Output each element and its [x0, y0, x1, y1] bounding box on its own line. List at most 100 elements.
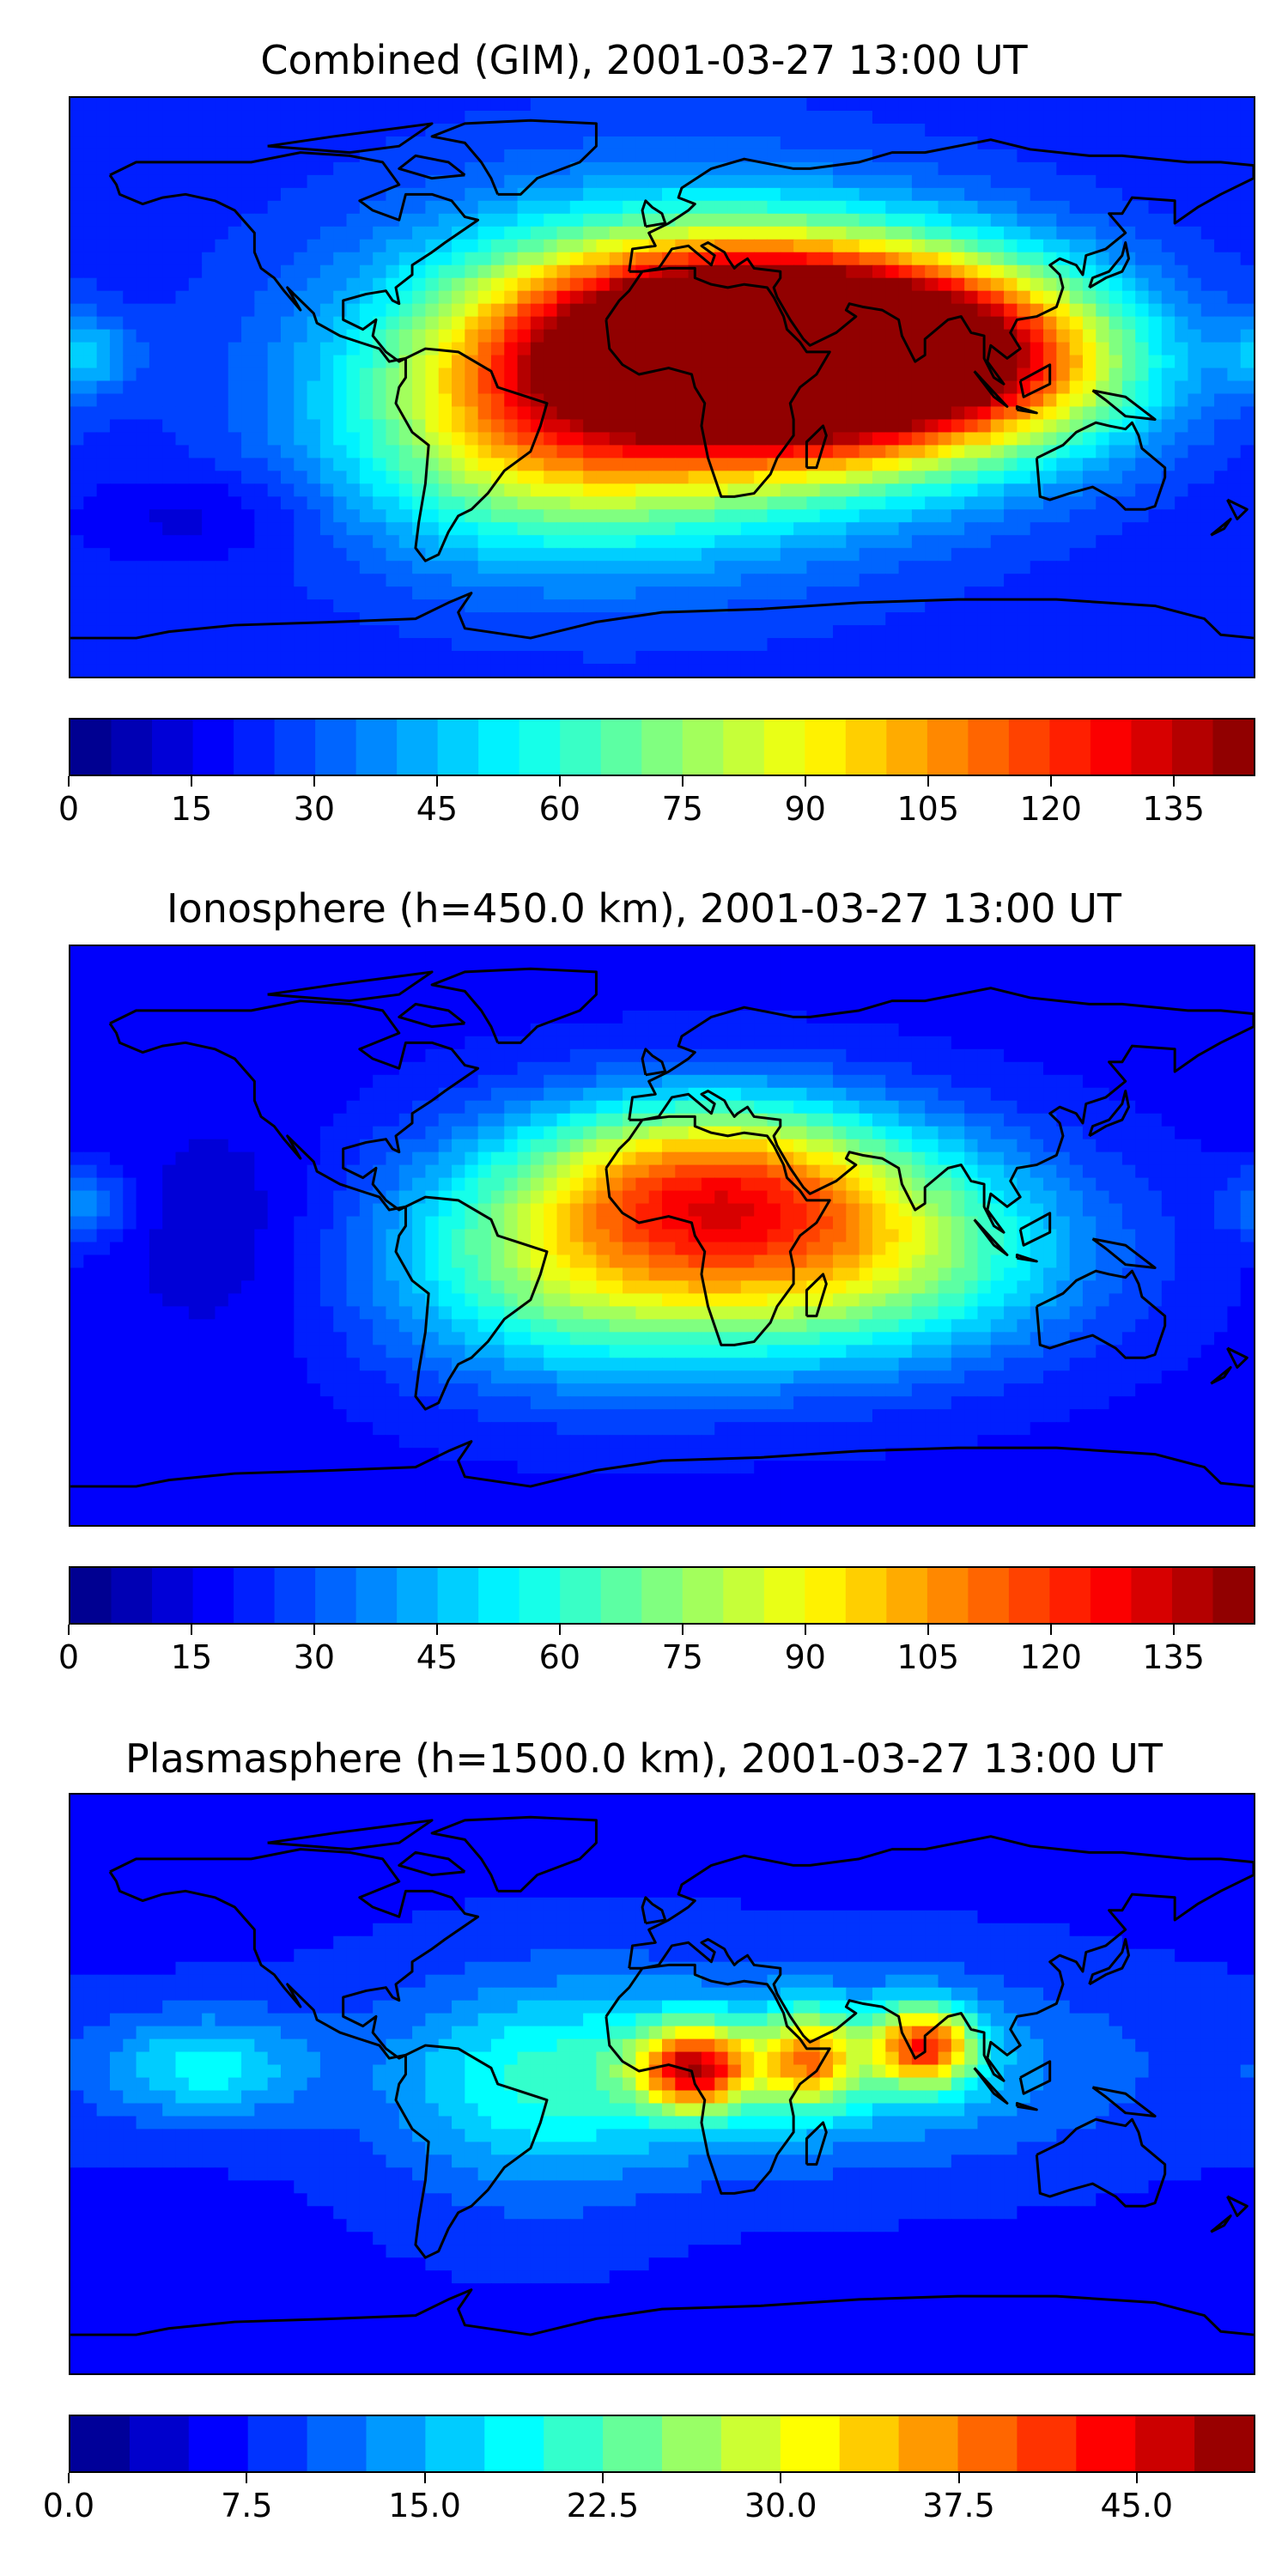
colorbar-band [886, 720, 928, 775]
colorbar-tick [246, 2473, 248, 2483]
colorbar-band [957, 2416, 1018, 2471]
colorbar [69, 2415, 1255, 2473]
colorbar-tick-label: 120 [1019, 1638, 1082, 1676]
colorbar-tick [190, 1625, 192, 1635]
colorbar-band [805, 1568, 847, 1623]
coastline [973, 370, 1009, 408]
colorbar-band [397, 1568, 439, 1623]
panel-title: Ionosphere (h=450.0 km), 2001-03-27 13:0… [167, 885, 1121, 932]
colorbar-band [839, 2416, 900, 2471]
colorbar-tick [1135, 2473, 1138, 2483]
colorbar-band [968, 1568, 1010, 1623]
colorbar-band [927, 720, 969, 775]
coastline [1035, 2117, 1167, 2208]
colorbar-band [437, 720, 479, 775]
coastline [398, 1850, 466, 1877]
colorbar-band [927, 1568, 969, 1623]
colorbar-tick-label: 120 [1019, 790, 1082, 828]
coastline [1210, 517, 1232, 537]
colorbar-band [1049, 720, 1091, 775]
colorbar-band [1049, 1568, 1091, 1623]
colorbar-band [1171, 720, 1213, 775]
colorbar-tick [1172, 1625, 1175, 1635]
colorbar-tick-label: 0 [58, 790, 80, 828]
colorbar-band [886, 1568, 928, 1623]
colorbar-band [641, 720, 683, 775]
tec-contour-map [70, 946, 1254, 1525]
colorbar-tick [1172, 776, 1175, 787]
coastline [1210, 1365, 1232, 1385]
colorbar-band [1090, 1568, 1132, 1623]
colorbar-band [366, 2416, 426, 2471]
tec-contour-map [70, 98, 1254, 677]
coastline [1210, 2214, 1232, 2233]
colorbar-tick-label: 75 [661, 1638, 703, 1676]
colorbar-band [152, 1568, 194, 1623]
colorbar-band [478, 720, 520, 775]
colorbar-band [682, 720, 724, 775]
colorbar-tick-label: 30 [293, 790, 336, 828]
colorbar-band [603, 2416, 663, 2471]
coastline [973, 1218, 1009, 1256]
colorbar-tick [313, 1625, 315, 1635]
coastline [1015, 404, 1038, 415]
colorbar-band [355, 720, 398, 775]
coastline [430, 1815, 598, 1893]
colorbar-band [780, 2416, 841, 2471]
colorbar-tick [780, 2473, 782, 2483]
colorbar-tick-label: 105 [896, 1638, 960, 1676]
colorbar-tick [68, 776, 70, 787]
coastline [267, 970, 434, 1003]
colorbar-tick [558, 776, 561, 787]
colorbar-tick-label: 45 [416, 1638, 459, 1676]
colorbar-tick [681, 776, 683, 787]
colorbar-band [544, 2416, 604, 2471]
colorbar-band [845, 1568, 887, 1623]
colorbar-band [111, 1568, 153, 1623]
colorbar-tick-label: 60 [538, 1638, 581, 1676]
colorbar-tick [804, 776, 806, 787]
colorbar-band [560, 1568, 602, 1623]
colorbar-tick-label: 15.0 [388, 2487, 461, 2524]
colorbar-band [152, 720, 194, 775]
colorbar-tick [190, 776, 192, 787]
coastlines [70, 118, 1254, 640]
colorbar-band [274, 1568, 316, 1623]
colorbar-tick [68, 2473, 70, 2483]
colorbar-band [437, 1568, 479, 1623]
colorbar-tick [313, 776, 315, 787]
coastline [641, 1048, 667, 1077]
coastline [641, 1896, 667, 1925]
colorbar-tick [681, 1625, 683, 1635]
colorbar-tick-label: 15 [170, 1638, 213, 1676]
colorbar-tick [68, 1625, 70, 1635]
coastline [1015, 2101, 1038, 2111]
coastline [70, 1440, 1254, 1488]
colorbar [69, 1566, 1255, 1625]
colorbar-tick [435, 1625, 438, 1635]
colorbar-band [519, 720, 561, 775]
world-map [69, 1793, 1255, 2375]
world-map [69, 96, 1255, 678]
colorbar-band [1194, 2416, 1254, 2471]
colorbar-band [234, 1568, 276, 1623]
colorbar-tick-label: 75 [661, 790, 703, 828]
coastline [1035, 1269, 1167, 1359]
tec-contour-map [70, 1795, 1254, 2373]
coastline [805, 424, 828, 470]
colorbar-band [315, 1568, 357, 1623]
colorbar-band [1090, 720, 1132, 775]
contour-cells [70, 946, 1254, 1525]
coastline [430, 118, 598, 196]
colorbar-band [1212, 720, 1254, 775]
colorbar-tick-label: 30.0 [744, 2487, 817, 2524]
colorbar-band [70, 1568, 112, 1623]
coastline [394, 347, 549, 562]
coastline [1226, 2195, 1249, 2217]
colorbar-band [720, 2416, 781, 2471]
coastline [267, 122, 434, 155]
coastline [1088, 1090, 1131, 1138]
colorbar-tick-label: 30 [293, 1638, 336, 1676]
coastline [70, 2288, 1254, 2336]
coastline [394, 2044, 549, 2259]
